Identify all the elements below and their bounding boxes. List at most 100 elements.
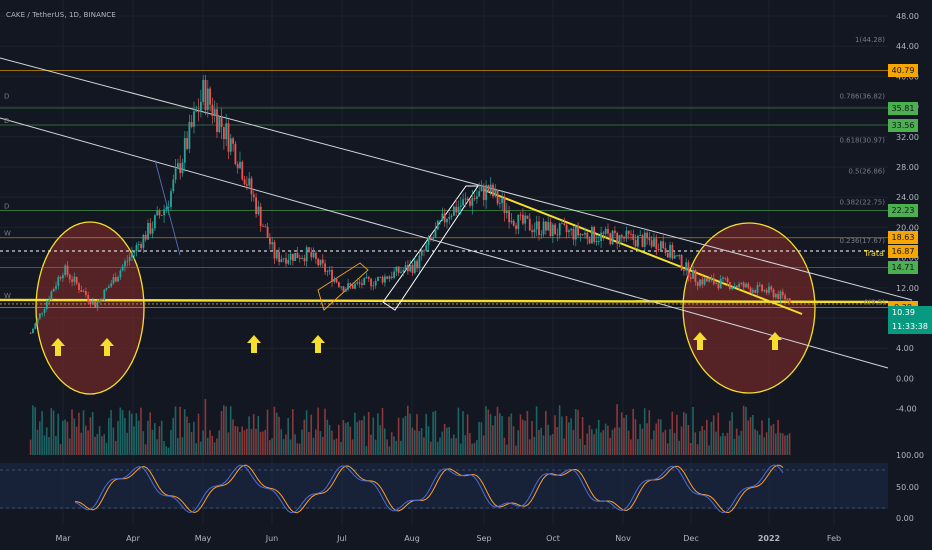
volume-bar [395,440,398,455]
volume-bar [402,417,404,455]
volume-bar [556,427,559,455]
trend-lines [0,57,913,369]
volume-bar [423,437,425,455]
candle-body [298,258,301,259]
volume-bar [724,436,726,455]
candle-body [436,221,439,230]
volume-bar [289,439,292,455]
volume-bar [715,431,717,455]
volume-bar [195,443,197,455]
volume-bar [650,439,653,455]
volume-bar [374,439,377,455]
candle-body [45,301,48,309]
candle-body [105,287,108,290]
candle-body [595,241,598,242]
candle-body [234,143,237,164]
candle-body [379,276,382,278]
volume-bar [646,423,648,455]
volume-bar [429,441,432,455]
early-trendline [154,159,181,256]
candle-body [268,237,271,245]
volume-bar [574,409,577,455]
candle-body [227,123,230,152]
volume-bar [179,406,181,455]
volume-bar [227,432,230,455]
candle-body [473,198,476,199]
volume-bar [314,429,317,455]
volume-bar [176,437,179,455]
candle-body [586,232,589,239]
price-tick-label: 4.00 [896,344,914,353]
time-axis[interactable]: Mar Apr May Jun Jul Aug Sep Oct Nov Dec 2022 Feb [55,534,841,543]
volume-bar [282,439,285,455]
volume-bar [459,443,462,455]
volume-bar [328,424,331,455]
volume-bar [446,427,448,455]
volume-bar [342,419,345,455]
candle-body [133,251,136,254]
candle-body [542,221,545,235]
stoch-d-line [74,464,784,514]
candle-body [411,265,414,273]
volume-bar [482,435,485,455]
volume-bar [779,432,782,455]
candle-body [370,278,372,287]
candle-body [163,209,165,216]
volume-bar [669,429,671,455]
volume-bar [613,427,616,455]
volume-bar [110,409,112,455]
volume-bar [296,443,299,455]
candle-body [429,237,432,239]
candle-body [78,283,80,291]
fib-label: 0.382(22.75) [839,199,885,207]
volume-bar [634,419,637,455]
candle-body [712,278,715,284]
candle-body [264,226,267,228]
candle-body [572,228,575,240]
volume-bar [82,410,85,455]
candle-body [669,244,671,258]
volume-bar [91,412,94,455]
candle-body [650,240,653,247]
candle-body [137,244,140,245]
candle-body [188,122,191,149]
volume-bar [160,420,163,455]
volume-bar [312,437,315,455]
candle-body [657,249,660,251]
volume-bar [211,435,214,455]
candle-body [466,198,469,201]
volume-bar [124,417,126,455]
candle-body [160,215,163,216]
fib-label: 1(44.28) [855,36,885,44]
up-arrows [51,332,782,356]
candle-body [165,207,168,210]
candle-body [119,270,122,278]
candle-body [303,258,306,262]
volume-bar [694,432,697,455]
volume-bar [163,440,165,455]
candle-body [354,283,356,289]
candle-body [420,250,423,256]
candle-body [193,111,195,127]
candle-body [577,226,579,236]
candle-body [524,215,527,224]
volume-bar [655,423,657,455]
candle-body [266,226,269,238]
candle-body [492,184,494,197]
candle-body [731,287,734,289]
candle-body [395,266,398,272]
candle-body [335,278,338,283]
volume-bar [609,437,611,455]
volume-bar [528,439,531,455]
candle-body [535,221,538,230]
candle-body [57,277,60,286]
candle-body [181,162,184,174]
volume-bar [197,413,200,455]
volume-bar [641,428,644,455]
candle-body [643,232,646,247]
volume-bar [324,408,326,455]
candle-body [544,221,547,231]
volume-bar [234,425,237,455]
candle-body [308,247,310,253]
